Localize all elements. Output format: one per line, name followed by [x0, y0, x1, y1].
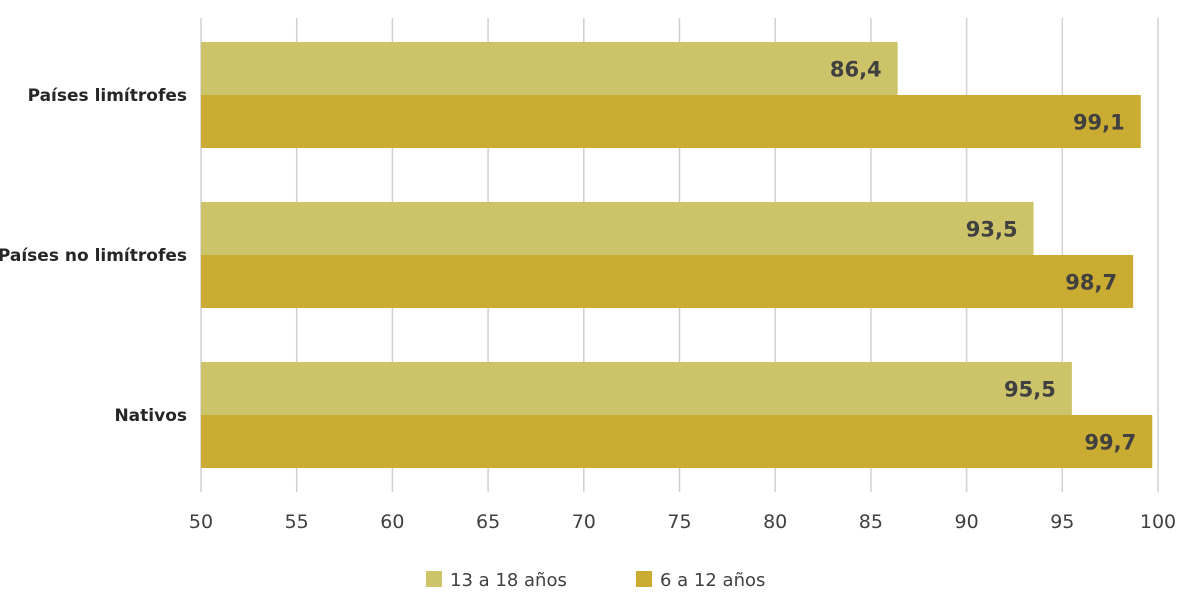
- legend: 13 a 18 años 6 a 12 años: [426, 570, 765, 591]
- category-label-0: Países limítrofes: [28, 86, 187, 106]
- x-tick-label-75: 75: [667, 511, 691, 533]
- x-tick-label-55: 55: [285, 511, 309, 533]
- data-label-0-2: 95,5: [1004, 378, 1056, 402]
- legend-label-0: 13 a 18 años: [450, 570, 567, 591]
- data-label-1-0: 99,1: [1073, 111, 1125, 135]
- x-tick-label-65: 65: [476, 511, 500, 533]
- category-labels: Países limítrofes Países no limítrofes Nat…: [0, 86, 187, 426]
- x-tick-label-80: 80: [763, 511, 787, 533]
- x-tick-label-90: 90: [955, 511, 979, 533]
- bar-6-12-0: [201, 95, 1141, 148]
- bar-13-18-0: [201, 42, 898, 95]
- x-axis-ticks: 50 55 60 65 70 75 80 85 90 95 100: [189, 511, 1176, 533]
- x-tick-label-50: 50: [189, 511, 213, 533]
- x-tick-label-95: 95: [1050, 511, 1074, 533]
- data-label-0-1: 93,5: [966, 218, 1018, 242]
- legend-label-1: 6 a 12 años: [660, 570, 765, 591]
- bar-6-12-1: [201, 255, 1134, 308]
- x-tick-label-70: 70: [572, 511, 596, 533]
- x-tick-label-100: 100: [1140, 511, 1176, 533]
- data-label-1-2: 99,7: [1084, 431, 1136, 455]
- data-label-1-1: 98,7: [1065, 271, 1117, 295]
- x-tick-label-60: 60: [380, 511, 404, 533]
- bar-6-12-2: [201, 415, 1153, 468]
- x-tick-label-85: 85: [859, 511, 883, 533]
- bar-13-18-2: [201, 362, 1072, 415]
- data-label-0-0: 86,4: [830, 58, 882, 82]
- category-label-2: Nativos: [114, 406, 187, 426]
- bars: 86,4 99,1 93,5 98,7 95,5 99,7: [201, 42, 1153, 468]
- legend-swatch-0: [426, 571, 442, 587]
- category-label-1: Países no limítrofes: [0, 246, 187, 266]
- legend-swatch-1: [636, 571, 652, 587]
- bar-13-18-1: [201, 202, 1034, 255]
